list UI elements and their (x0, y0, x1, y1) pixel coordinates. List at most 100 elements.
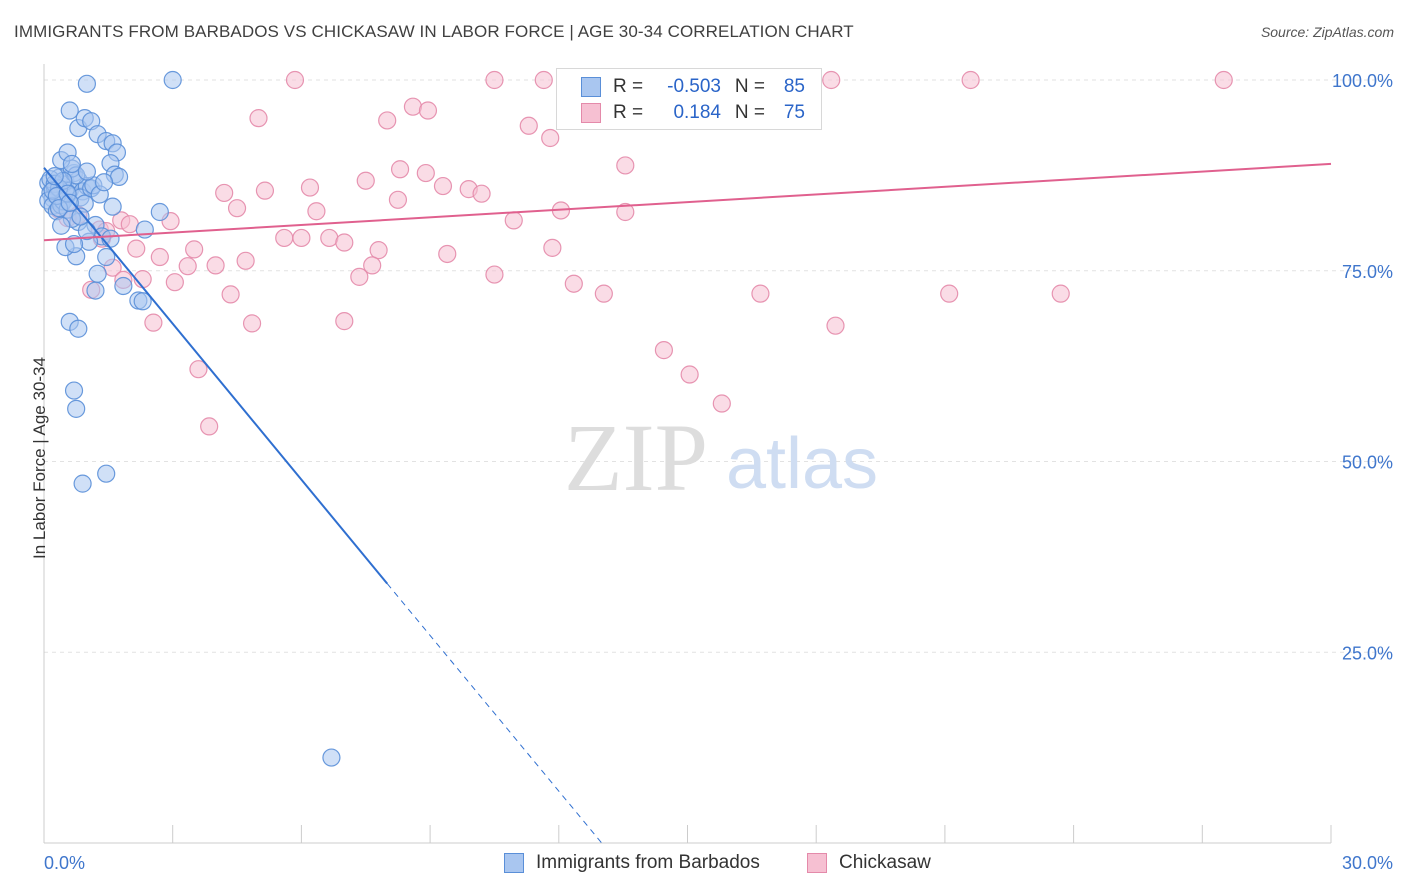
barbados-point (133, 292, 152, 311)
chickasaw-point (543, 238, 562, 257)
source-credit: Source: ZipAtlas.com (1260, 24, 1394, 40)
n-value: 85 (783, 76, 805, 97)
y-tick-label: 50.0% (1342, 453, 1393, 473)
chickasaw-point (144, 313, 163, 332)
chickasaw-point (227, 199, 247, 218)
barbados-points (39, 70, 341, 767)
barbados-point (150, 202, 169, 222)
chickasaw-point (485, 70, 504, 90)
barbados-point (101, 229, 120, 248)
barbados-legend-swatch (504, 853, 524, 873)
barbados-point (94, 173, 114, 192)
barbados-point (64, 234, 84, 254)
trend-lines (43, 162, 1332, 844)
barbados-point (86, 281, 105, 300)
chickasaw-point (680, 365, 699, 384)
chickasaw-point (221, 285, 240, 304)
r-value: 0.184 (673, 102, 721, 123)
r-value: -0.503 (667, 76, 721, 97)
chickasaw-point (504, 211, 523, 230)
chickasaw-point (534, 70, 553, 90)
n-label: N = (734, 102, 765, 123)
chickasaw-point (616, 156, 635, 175)
chickasaw-point (616, 202, 635, 222)
chickasaw-point (215, 183, 234, 203)
chickasaw-point (388, 190, 408, 209)
y-axis-label: In Labor Force | Age 30-34 (30, 357, 49, 559)
chickasaw-point (1214, 70, 1233, 90)
chickasaw-point (654, 341, 674, 360)
barbados-point (114, 276, 133, 296)
y-tick-label: 75.0% (1342, 262, 1393, 282)
chickasaw-point (712, 394, 731, 413)
chickasaw-point (200, 417, 219, 436)
barbados-point (88, 264, 107, 283)
chickasaw-point (564, 274, 583, 293)
barbados-point (69, 319, 88, 338)
gridlines (44, 79, 1391, 653)
chickasaw-point (433, 176, 453, 196)
chickasaw-point (127, 239, 146, 258)
chickasaw-point (369, 241, 388, 260)
chickasaw-point (356, 171, 375, 190)
chickasaw-point (242, 314, 262, 333)
barbados-point (60, 101, 79, 120)
chickasaw-point (438, 244, 457, 264)
stats-row-chickasaw: R = 0.184 N = 75 (581, 101, 805, 125)
chickasaw-point (249, 109, 268, 128)
barbados-point (77, 162, 97, 181)
chickasaw-point (285, 70, 305, 90)
r-label: R = (613, 76, 644, 97)
chickasaw-point (150, 247, 169, 267)
barbados-point (60, 193, 79, 212)
chickasaw-point (826, 316, 845, 335)
legend-label-barbados: Immigrants from Barbados (536, 852, 760, 873)
y-tick-label: 25.0% (1342, 643, 1393, 663)
watermark-zip: ZIP (564, 404, 708, 511)
barbados-swatch (581, 77, 601, 97)
chickasaw-swatch (581, 103, 601, 123)
y-tick-labels: 25.0% 50.0% 75.0% 100.0% (1332, 71, 1393, 663)
barbados-point (67, 399, 86, 418)
y-tick-label: 100.0% (1332, 71, 1393, 91)
chickasaw-point (403, 97, 423, 116)
chickasaw-point (1051, 284, 1070, 303)
barbados-point (64, 381, 84, 400)
barbados-point (97, 247, 116, 267)
watermark-atlas: atlas (726, 424, 878, 504)
legend-item-chickasaw[interactable]: Chickasaw (807, 852, 931, 874)
series-legend: Immigrants from Barbados Chickasaw (0, 852, 1406, 876)
chickasaw-point (307, 202, 326, 221)
chickasaw-point (350, 267, 369, 286)
chickasaw-point (418, 101, 438, 120)
chart-title: IMMIGRANTS FROM BARBADOS VS CHICKASAW IN… (14, 22, 854, 41)
chickasaw-point (822, 70, 841, 90)
axes (43, 64, 1332, 844)
chickasaw-legend-swatch (807, 853, 827, 873)
barbados-trend-extension (386, 583, 603, 844)
chickasaw-point (416, 163, 435, 183)
chickasaw-point (594, 284, 613, 303)
chickasaw-point (961, 70, 980, 90)
legend-item-barbados[interactable]: Immigrants from Barbados (504, 852, 760, 874)
barbados-point (71, 207, 90, 226)
chickasaw-point (178, 257, 197, 276)
chickasaw-point (519, 116, 538, 135)
chickasaw-point (485, 265, 504, 284)
chickasaw-point (206, 256, 225, 275)
barbados-point (45, 167, 64, 186)
chickasaw-point (292, 228, 311, 248)
n-label: N = (734, 76, 765, 97)
chickasaw-point (378, 111, 397, 130)
r-label: R = (613, 102, 644, 123)
barbados-point (77, 74, 97, 93)
chickasaw-point (472, 184, 491, 203)
chickasaw-point (363, 256, 382, 275)
chickasaw-point (165, 273, 184, 292)
n-value: 75 (783, 102, 805, 123)
chickasaw-trend-line (43, 162, 1332, 242)
chickasaw-point (751, 284, 770, 303)
chickasaw-point (255, 181, 275, 200)
chickasaw-point (541, 128, 560, 148)
barbados-point (103, 197, 122, 216)
